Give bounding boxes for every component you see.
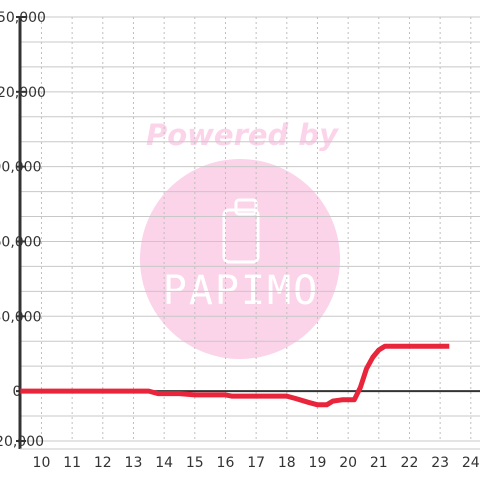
x-tick-label: 21 (370, 455, 388, 471)
watermark: Powered by PAPIMO (140, 118, 340, 359)
series (20, 343, 450, 408)
x-tick-label: 12 (94, 455, 112, 471)
y-tick-label: 60,000 (0, 234, 42, 250)
y-tick-label: 150,000 (0, 10, 46, 26)
y-tick-label: -20,000 (0, 434, 44, 450)
y-tick-label: 30,000 (0, 309, 42, 325)
watermark-tagline: Powered by (146, 118, 339, 152)
x-tick-label: 13 (125, 455, 143, 471)
x-tick-label: 19 (309, 455, 327, 471)
grid (20, 16, 480, 442)
x-tick-label: 18 (278, 455, 296, 471)
y-tick-label: 120,000 (0, 85, 46, 101)
x-tick-label: 20 (339, 455, 357, 471)
x-tick-label: 24 (462, 455, 480, 471)
x-tick-label: 15 (186, 455, 204, 471)
y-tick-label: 0 (13, 384, 22, 400)
x-tick-label: 23 (431, 455, 449, 471)
y-tick-label: 90,000 (0, 160, 42, 176)
series-line (20, 343, 450, 408)
x-tick-label: 16 (217, 455, 235, 471)
x-tick-label: 17 (247, 455, 265, 471)
x-tick-label: 11 (63, 455, 81, 471)
x-tick-label: 22 (401, 455, 419, 471)
x-tick-label: 14 (155, 455, 173, 471)
tick-labels: -20,000 0 30,000 60,000 90,000 120,000 150,000… (0, 10, 480, 471)
x-tick-label: 10 (33, 455, 51, 471)
watermark-circle (140, 159, 340, 359)
